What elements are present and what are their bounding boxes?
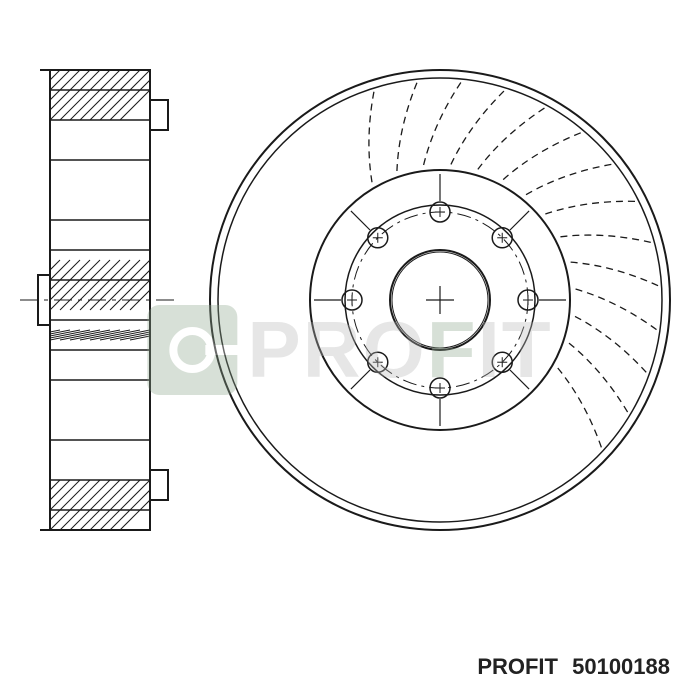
footer-brand: PROFIT [477, 654, 558, 679]
footer-part-number: 50100188 [572, 654, 670, 679]
diagram-container: PROFIT PROFIT 50100188 [0, 0, 700, 700]
technical-drawing-svg [0, 0, 700, 700]
footer-label: PROFIT 50100188 [477, 654, 670, 680]
